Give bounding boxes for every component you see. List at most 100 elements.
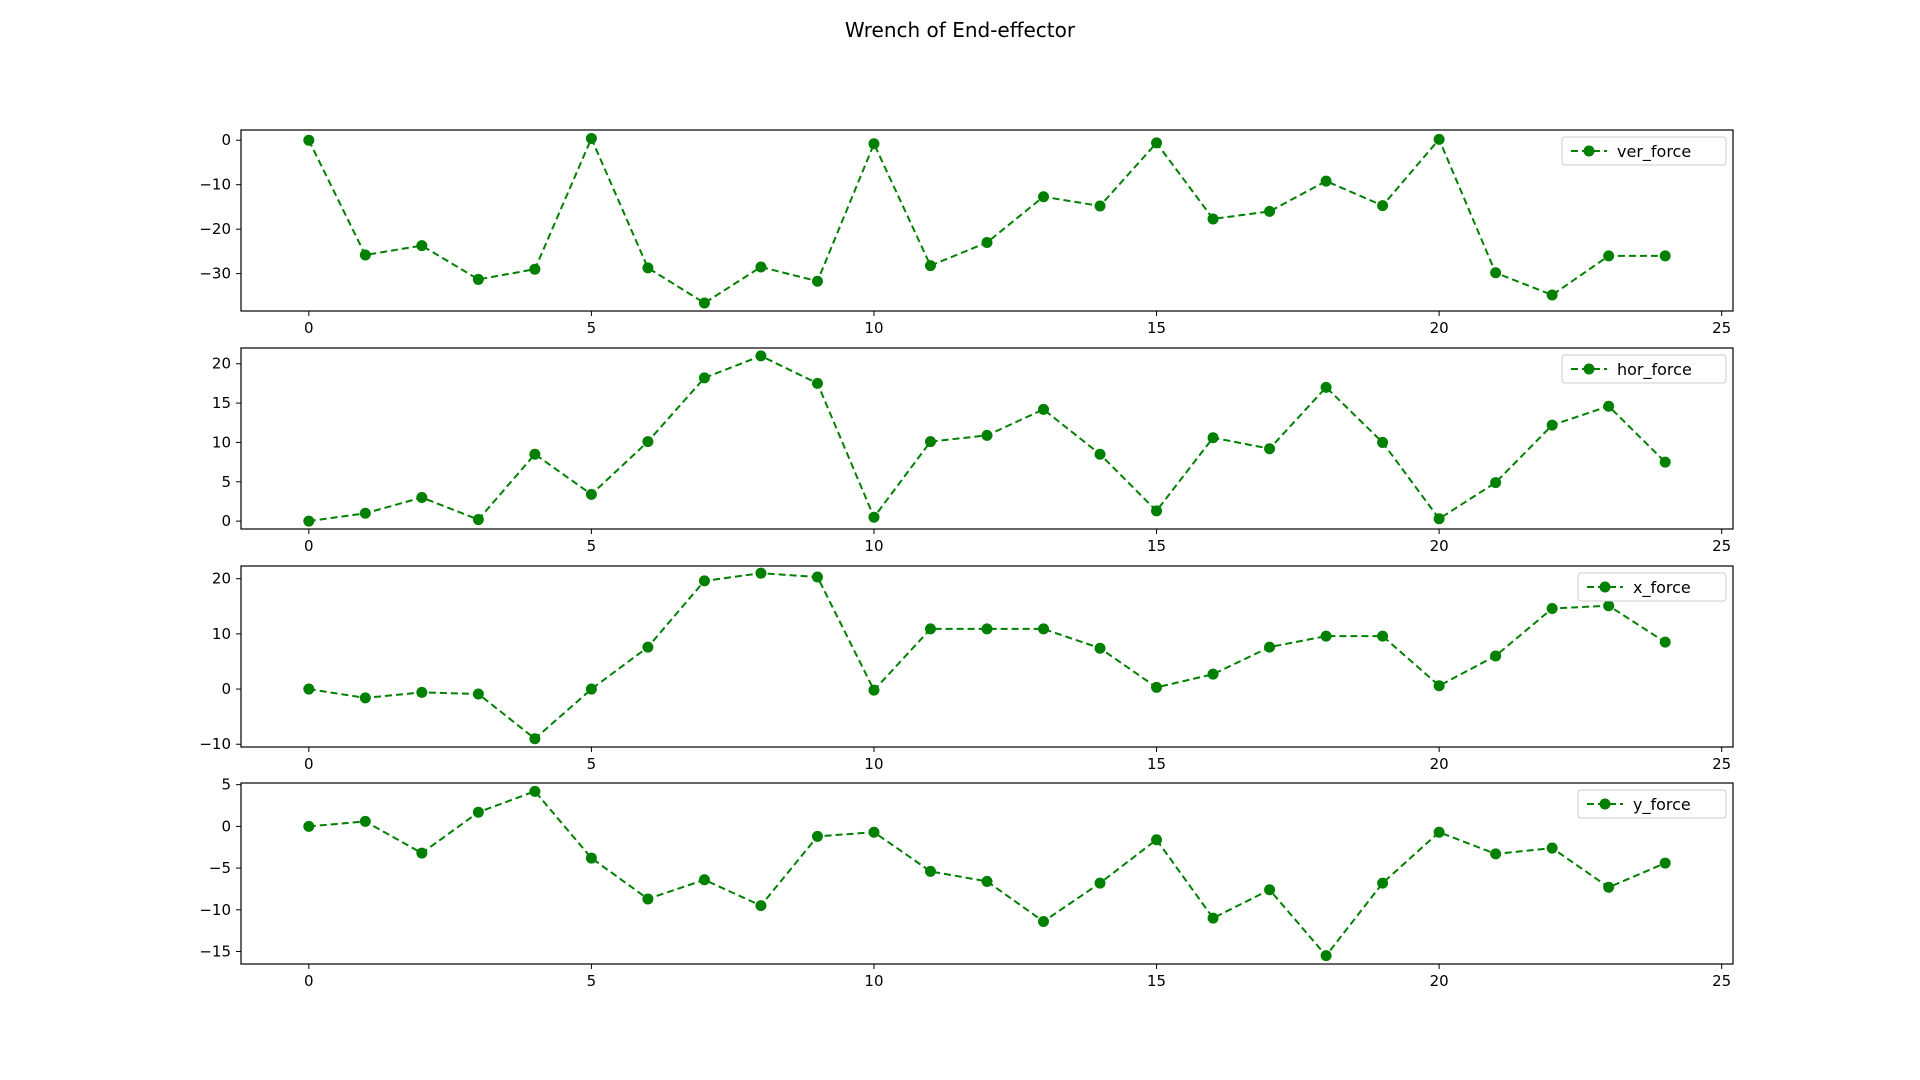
data-point [698,874,710,886]
y-tick-label: −15 [199,942,231,960]
y-tick-label: −5 [209,859,231,877]
data-point [1207,668,1219,680]
subplot-3: 0 5 10 15 20 25 20 10 0 −10 x_force [199,565,1734,773]
x-tick-label: 5 [587,755,597,773]
legend: hor_force [1561,354,1727,384]
y-tick-label: 0 [221,131,231,149]
data-point [1320,381,1332,393]
data-point [1433,133,1445,145]
data-point [1490,267,1502,279]
data-point [811,377,823,389]
data-point [1320,175,1332,187]
x-tick-label: 10 [864,972,883,990]
data-point [924,623,936,635]
y-tick-label: 0 [221,680,231,698]
axes-frame [240,565,1734,748]
x-tick-label: 25 [1712,319,1731,337]
data-point [1546,602,1558,614]
x-tick-label: 20 [1430,319,1449,337]
subplot-4: 0 5 10 15 20 25 5 0 −5 −10 −15 y_force [199,776,1734,990]
legend-marker [1599,798,1611,810]
data-point [585,132,597,144]
legend: x_force [1577,572,1727,602]
data-point [868,684,880,696]
subplot-2: 0 5 10 15 20 25 0 5 10 15 20 hor_force [212,347,1734,555]
data-point [1377,436,1389,448]
x-tick-label: 15 [1147,319,1166,337]
legend-box [1577,789,1727,819]
data-point [416,492,428,504]
data-point [642,436,654,448]
data-point [1264,205,1276,217]
x-tick-label: 5 [587,537,597,555]
data-point [1659,250,1671,262]
data-point [416,240,428,252]
x-tick-label: 0 [304,972,314,990]
data-point [1151,834,1163,846]
data-point [529,733,541,745]
legend-label: ver_force [1617,142,1691,162]
data-point [585,852,597,864]
data-point [981,623,993,635]
axes-frame [240,782,1734,965]
data-point [1377,200,1389,212]
data-point [585,488,597,500]
data-point [529,448,541,460]
data-point [981,875,993,887]
data-point [359,249,371,261]
legend-marker [1599,581,1611,593]
data-point [868,511,880,523]
y-tick-label: 5 [221,473,231,491]
data-point [1433,826,1445,838]
data-point [303,683,315,695]
data-point [1433,680,1445,692]
data-point [755,261,767,273]
x-tick-label: 25 [1712,537,1731,555]
y-tick-label: 0 [221,512,231,530]
x-tick-label: 25 [1712,972,1731,990]
y-tick-label: 20 [212,355,231,373]
data-point [1659,857,1671,869]
y-tick-label: 0 [221,817,231,835]
x-tick-label: 20 [1430,537,1449,555]
data-point [416,847,428,859]
data-point [755,900,767,912]
data-point [1038,623,1050,635]
data-point [1377,630,1389,642]
x-tick-label: 10 [864,537,883,555]
y-tick-label: −10 [199,176,231,194]
data-point [924,436,936,448]
data-point [1603,600,1615,612]
legend-marker [1583,363,1595,375]
legend: ver_force [1561,136,1727,166]
legend-box [1561,354,1727,384]
data-point [1094,642,1106,654]
x-tick-label: 0 [304,537,314,555]
data-point [1094,448,1106,460]
data-point [755,567,767,579]
y-tick-label: −10 [199,735,231,753]
subplot-1: 0 5 10 15 20 25 0 −10 −20 −30 ver_force [199,129,1734,337]
data-point [416,686,428,698]
x-tick-label: 25 [1712,755,1731,773]
data-point [1038,191,1050,203]
data-point [1094,200,1106,212]
data-point [1264,641,1276,653]
data-point [1490,477,1502,489]
data-point [303,515,315,527]
x-tick-label: 15 [1147,537,1166,555]
x-tick-label: 15 [1147,755,1166,773]
data-point [472,273,484,285]
data-point [1320,630,1332,642]
data-point [1546,419,1558,431]
legend-label: x_force [1633,578,1691,598]
data-point [1659,636,1671,648]
data-point [529,785,541,797]
data-point [472,806,484,818]
data-point [359,815,371,827]
y-tick-label: −30 [199,265,231,283]
legend-box [1577,572,1727,602]
data-point [1207,213,1219,225]
